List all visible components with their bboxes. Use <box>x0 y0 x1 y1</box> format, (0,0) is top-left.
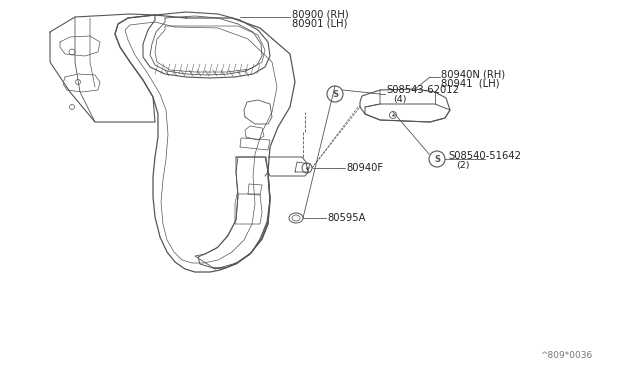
Text: 80595A: 80595A <box>327 213 365 223</box>
Text: 80940N (RH): 80940N (RH) <box>441 69 505 79</box>
Text: 80900 (RH): 80900 (RH) <box>292 9 349 19</box>
Text: (2): (2) <box>456 160 470 170</box>
Text: (4): (4) <box>393 94 406 103</box>
Text: ^809*0036: ^809*0036 <box>540 351 592 360</box>
Text: S08543-62012: S08543-62012 <box>386 85 459 95</box>
Text: 80901 (LH): 80901 (LH) <box>292 18 348 28</box>
Text: S: S <box>434 154 440 164</box>
Text: 80941  (LH): 80941 (LH) <box>441 78 499 88</box>
Text: S08540-51642: S08540-51642 <box>448 151 521 161</box>
Text: 80940F: 80940F <box>346 163 383 173</box>
Text: S: S <box>332 90 338 99</box>
